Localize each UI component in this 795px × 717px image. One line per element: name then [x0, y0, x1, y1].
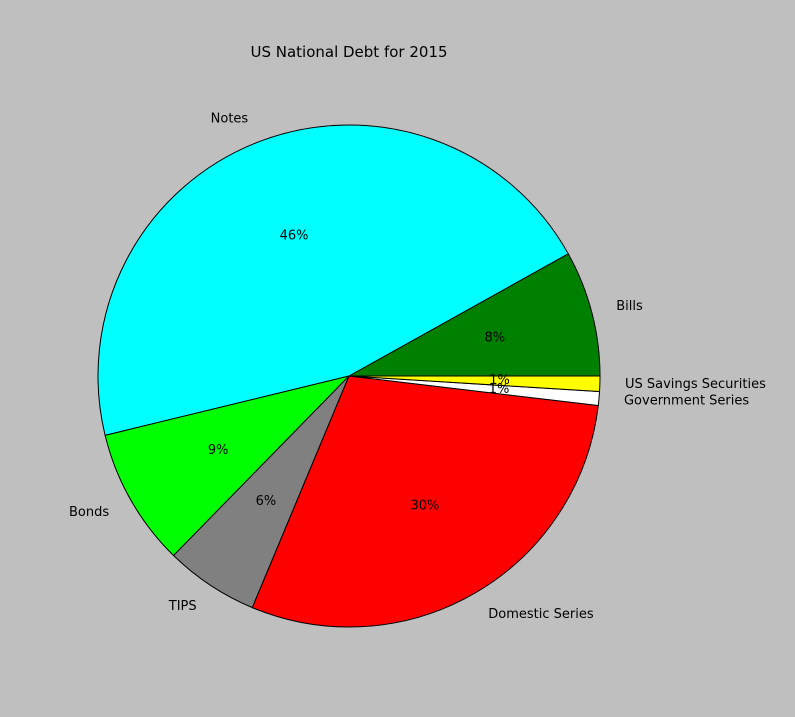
slice-label-us-savings-securities: US Savings Securities [625, 377, 766, 392]
slice-label-notes: Notes [211, 111, 249, 126]
slice-bonds [104, 375, 351, 557]
pct-label-bonds: 9% [208, 443, 229, 458]
pct-label-domestic-series: 30% [411, 499, 440, 514]
slice-label-government-series: Government Series [624, 393, 749, 408]
slice-us-savings-securities [348, 375, 601, 393]
slice-notes [97, 124, 569, 436]
pct-label-us-savings-securities: 1% [489, 373, 510, 388]
pie-labels: Bills 8% Notes 46% Bonds 9% TIPS 6% Domestic Ser… [69, 111, 766, 621]
slice-domestic-series [251, 375, 599, 628]
pie-slices [97, 124, 601, 628]
pct-label-tips: 6% [256, 494, 277, 509]
slice-label-bonds: Bonds [69, 505, 109, 520]
pct-label-government-series: 1% [489, 382, 510, 397]
slice-label-domestic-series: Domestic Series [488, 607, 594, 622]
pct-label-notes: 46% [280, 228, 309, 243]
chart-title: US National Debt for 2015 [250, 43, 447, 61]
slice-label-bills: Bills [616, 299, 643, 314]
slice-bills [347, 253, 601, 377]
pct-label-bills: 8% [484, 331, 505, 346]
slice-label-tips: TIPS [168, 599, 197, 614]
